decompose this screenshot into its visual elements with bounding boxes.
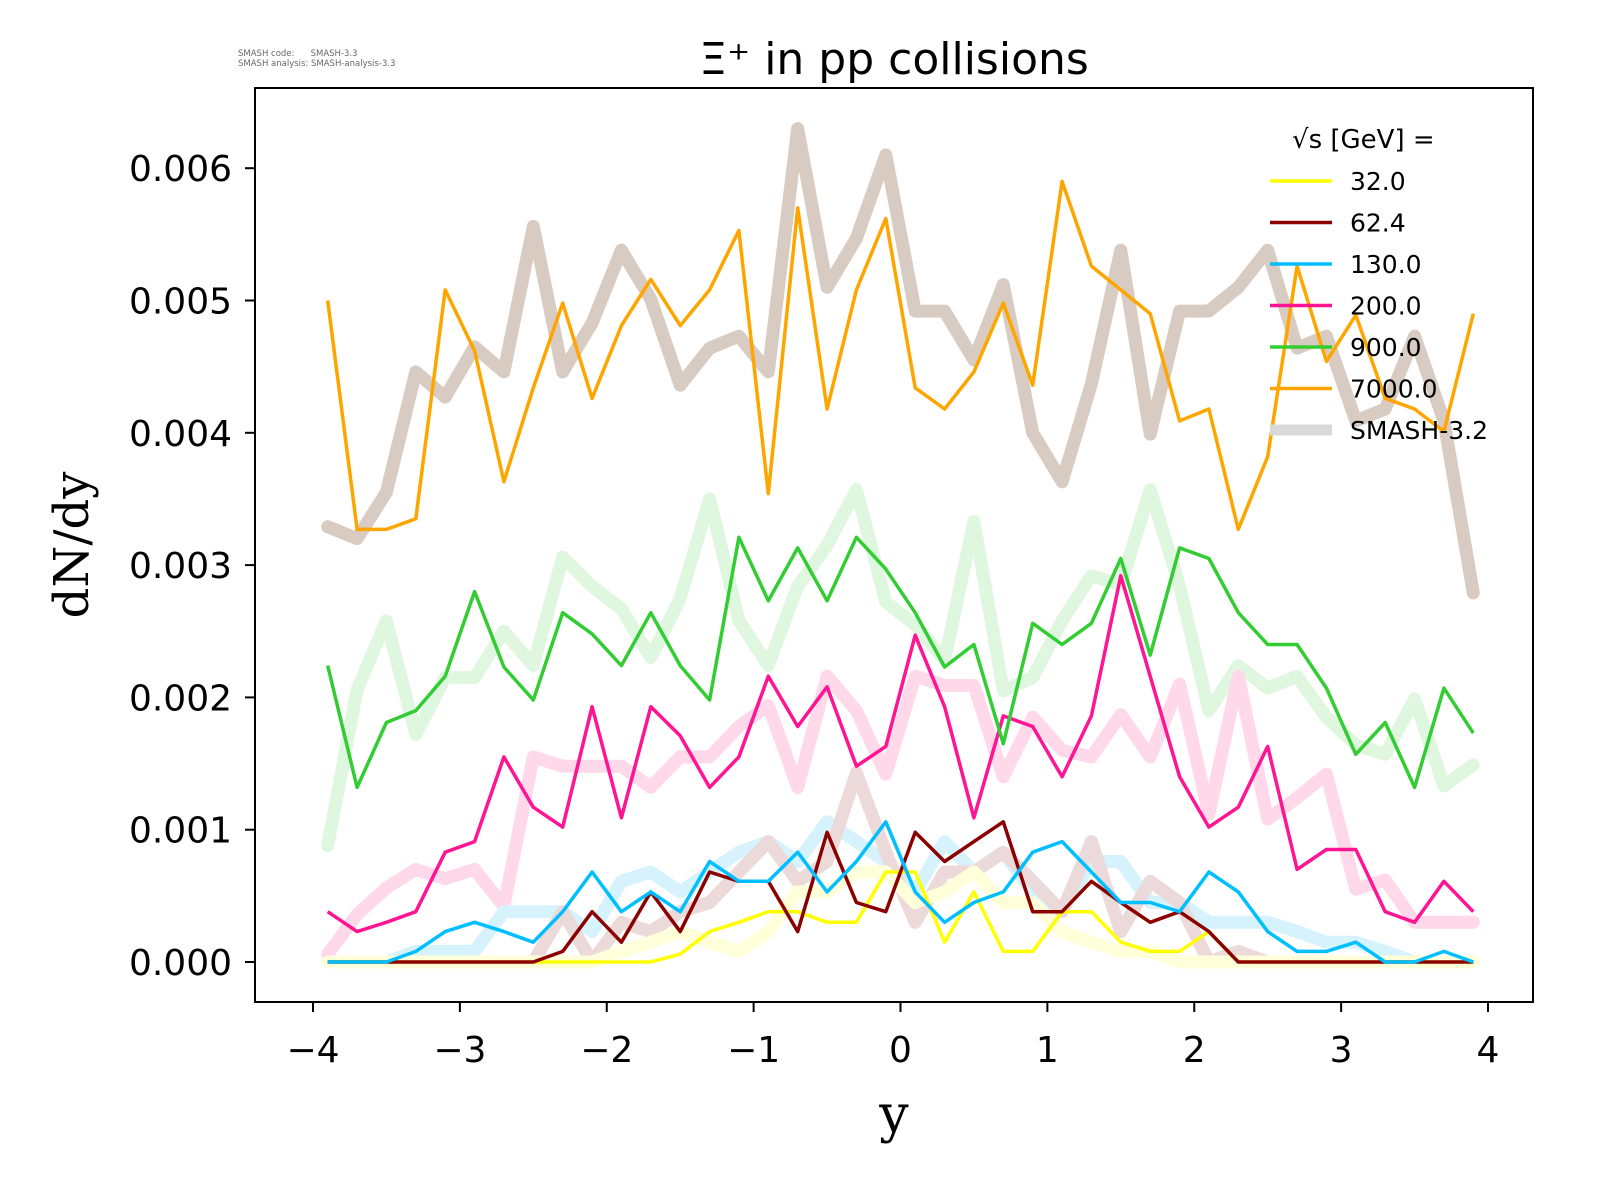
y-tick-label: 0.001 [129, 811, 232, 852]
x-tick-label: 3 [1330, 1030, 1353, 1071]
reference-series-layer [321, 122, 1480, 969]
series-line-900-0-smash-3-2 [321, 483, 1480, 853]
legend-label-7000-0: 7000.0 [1350, 375, 1437, 404]
y-axis: 0.000 0.001 0.002 0.003 0.004 0.005 0.006 [129, 149, 255, 984]
series-line-200-0 [326, 573, 1475, 934]
current-series-layer [325, 179, 1475, 964]
legend-label-130-0: 130.0 [1350, 250, 1422, 279]
x-tick-label: 2 [1183, 1030, 1206, 1071]
x-tick-label: −4 [286, 1030, 339, 1071]
y-tick-label: 0.005 [129, 282, 232, 323]
legend-label-smash-3-2: SMASH-3.2 [1350, 416, 1488, 445]
y-tick-label: 0.003 [129, 546, 232, 587]
series-line-900-0 [325, 535, 1475, 790]
legend-label-200-0: 200.0 [1350, 292, 1422, 321]
y-tick-label: 0.000 [129, 943, 232, 984]
series-line-7000-0 [325, 179, 1475, 532]
x-tick-label: 1 [1036, 1030, 1059, 1071]
legend-label-62-4: 62.4 [1350, 209, 1406, 238]
plot-frame [254, 87, 1534, 1003]
chart-title: Ξ⁺ in pp collisions [699, 34, 1089, 85]
y-tick-label: 0.002 [129, 678, 232, 719]
legend-title: √s [GeV] = [1292, 125, 1435, 155]
x-tick-label: 0 [889, 1030, 912, 1071]
x-tick-label: −2 [580, 1030, 633, 1071]
smash-version-note: SMASH code: SMASH-3.3 SMASH analysis: SM… [238, 49, 395, 69]
legend-label-32-0: 32.0 [1350, 167, 1406, 196]
x-axis: −4 −3 −2 −1 0 1 2 3 4 [286, 1002, 1499, 1071]
y-axis-label: dN/dy [44, 472, 100, 619]
legend: √s [GeV] = 32.0 62.4 130.0 200.0 900.0 7000.0… [1270, 125, 1488, 445]
x-tick-label: 4 [1477, 1030, 1500, 1071]
y-tick-label: 0.004 [129, 414, 232, 455]
series-line-62-4 [327, 820, 1474, 964]
series-line-7000-0-smash-3-2 [321, 122, 1480, 600]
legend-label-900-0: 900.0 [1350, 333, 1422, 362]
x-tick-label: −3 [433, 1030, 486, 1071]
smash-analysis-line: SMASH analysis: SMASH-analysis-3.3 [238, 59, 396, 69]
x-axis-label: y [878, 1085, 909, 1145]
smash-code-line: SMASH code: SMASH-3.3 [238, 49, 358, 59]
y-tick-label: 0.006 [129, 149, 232, 190]
series-line-130-0 [327, 820, 1474, 964]
x-tick-label: −1 [727, 1030, 780, 1071]
